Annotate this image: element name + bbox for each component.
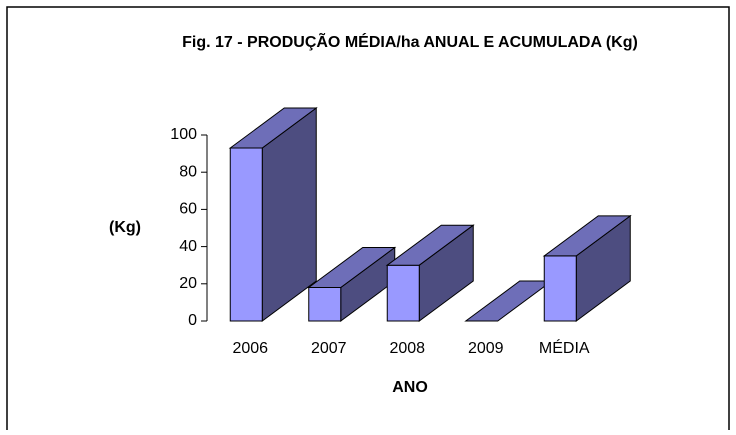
bar-front	[229, 147, 263, 322]
bar-front	[386, 264, 420, 322]
bar-top	[542, 215, 632, 257]
x-tick-label: 2009	[468, 340, 504, 357]
x-axis-label: ANO	[392, 379, 428, 396]
x-tick-label: MÉDIA	[539, 338, 590, 357]
y-tick-label: 80	[179, 163, 197, 180]
y-tick-label: 40	[179, 238, 197, 255]
x-tick-label: 2006	[232, 340, 268, 357]
bar	[542, 214, 632, 322]
bar-front	[543, 255, 577, 322]
x-tick-label: 2008	[389, 340, 425, 357]
bar	[228, 107, 318, 322]
bar	[307, 246, 397, 322]
y-tick-label: 20	[179, 275, 197, 292]
bar-top	[228, 107, 318, 149]
y-tick-label: 100	[170, 126, 197, 143]
y-axis-label: (Kg)	[109, 219, 141, 236]
chart-title: Fig. 17 - PRODUÇÃO MÉDIA/ha ANUAL E ACUM…	[182, 31, 638, 51]
y-tick-label: 60	[179, 201, 197, 218]
y-tick-label: 0	[188, 312, 197, 329]
bar-front	[308, 287, 342, 322]
bar-top	[385, 224, 475, 266]
bar-top	[307, 247, 397, 289]
x-tick-label: 2007	[311, 340, 347, 357]
bar	[385, 224, 475, 322]
